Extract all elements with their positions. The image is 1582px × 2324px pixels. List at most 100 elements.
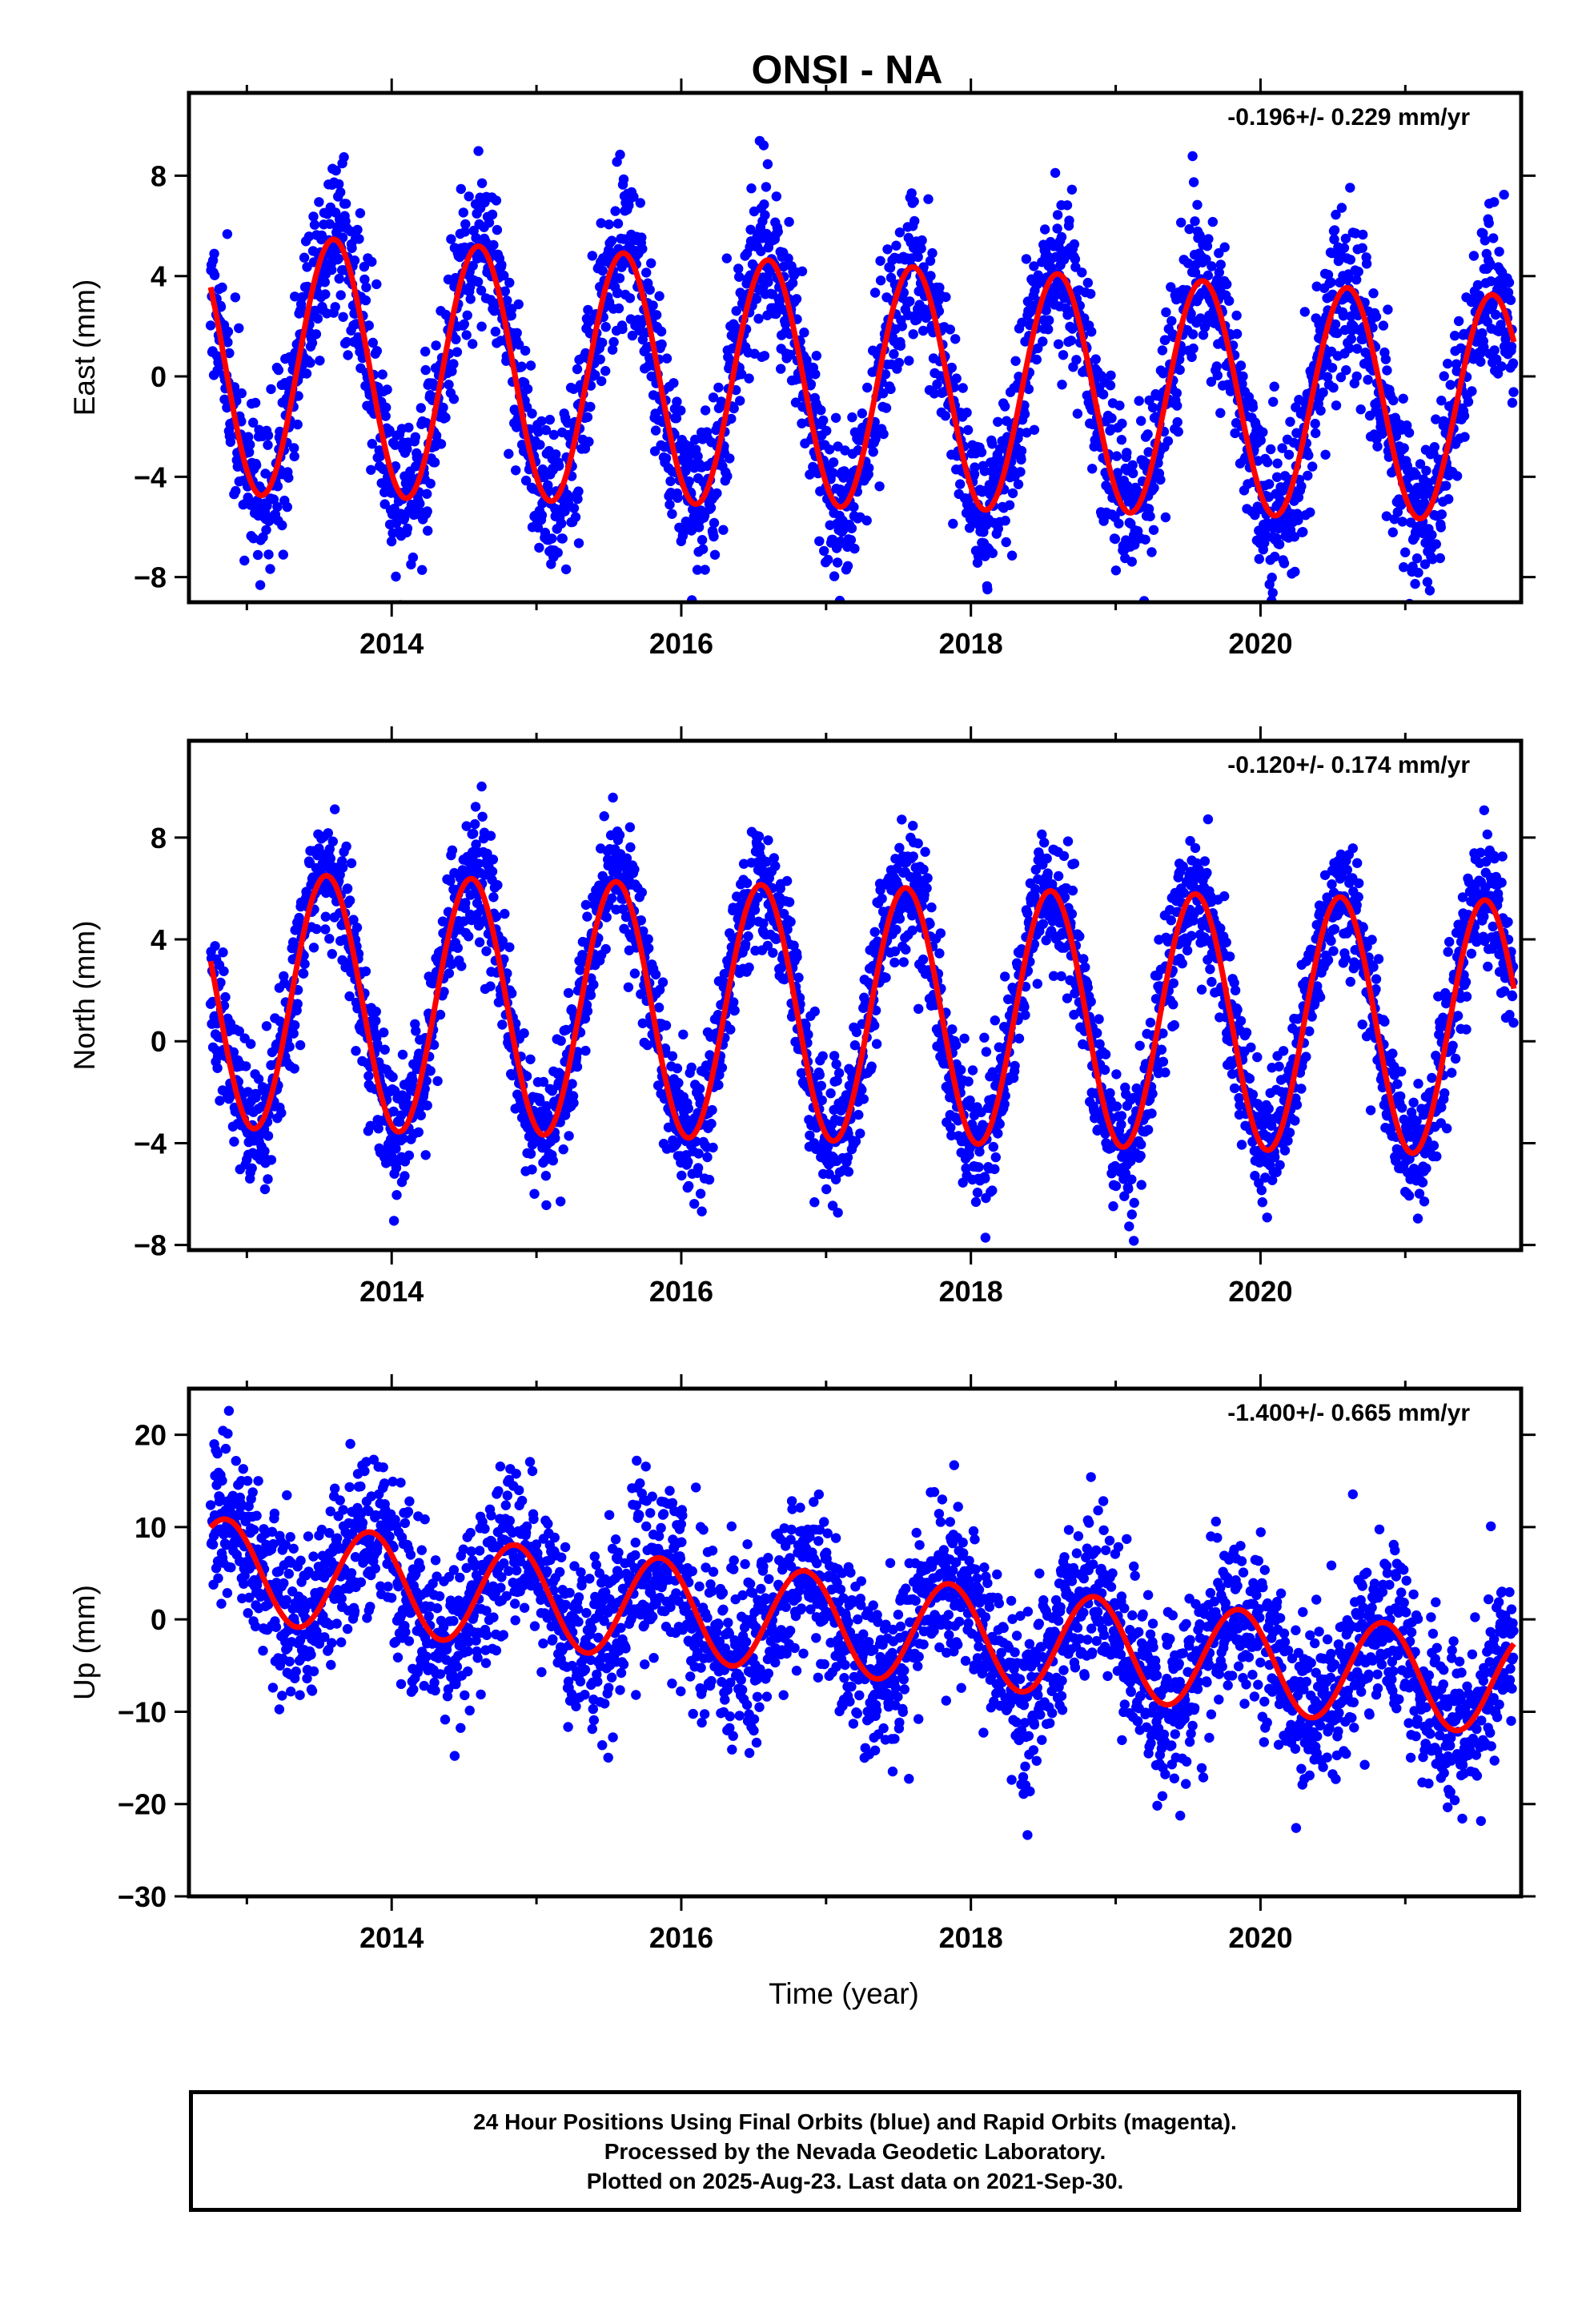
data-point	[476, 285, 487, 296]
data-point	[1336, 203, 1347, 213]
data-point	[247, 1163, 257, 1174]
data-point	[803, 1029, 813, 1040]
data-point	[563, 987, 574, 999]
data-point	[1452, 471, 1463, 481]
x-tick-label: 2018	[939, 627, 1003, 660]
data-point	[1203, 234, 1214, 244]
data-point	[1285, 416, 1295, 427]
data-point	[745, 224, 756, 235]
data-point	[305, 357, 315, 368]
data-point	[1361, 259, 1372, 269]
data-point	[597, 337, 608, 348]
data-point	[416, 403, 426, 413]
data-point	[617, 904, 628, 915]
data-point	[1496, 361, 1507, 372]
data-point	[272, 481, 283, 492]
data-point	[352, 1003, 363, 1014]
data-point	[1305, 507, 1315, 517]
data-point	[713, 382, 724, 393]
data-point	[1318, 387, 1328, 398]
data-point	[1070, 254, 1081, 264]
data-point	[301, 368, 312, 379]
data-point	[548, 1156, 558, 1166]
data-point	[869, 927, 880, 938]
data-point	[1411, 553, 1423, 564]
data-point	[266, 384, 276, 395]
data-point	[1043, 324, 1054, 335]
data-point	[580, 1045, 591, 1056]
data-point	[1298, 527, 1308, 537]
data-point	[667, 1051, 678, 1062]
data-point	[335, 290, 346, 300]
y-axis-label: East (mm)	[68, 279, 101, 416]
data-point	[432, 1076, 443, 1087]
data-point	[471, 839, 481, 850]
data-point	[792, 951, 802, 963]
data-point	[1114, 400, 1125, 411]
data-point	[842, 561, 853, 571]
data-point	[459, 319, 469, 329]
data-point	[250, 397, 261, 408]
data-point	[1449, 331, 1460, 341]
data-point	[460, 898, 471, 908]
data-point	[705, 1050, 715, 1060]
data-point	[1268, 396, 1279, 407]
data-point	[1116, 435, 1127, 445]
data-point	[367, 256, 377, 267]
data-point	[491, 195, 502, 206]
data-point	[1435, 522, 1447, 533]
data-point	[480, 870, 490, 880]
data-point	[1289, 532, 1300, 542]
data-point	[556, 518, 567, 529]
data-point	[1058, 350, 1069, 360]
data-point	[617, 324, 628, 335]
data-point	[1340, 233, 1351, 244]
data-point	[712, 488, 722, 499]
data-point	[284, 1041, 295, 1052]
plot-frame	[187, 90, 1524, 605]
data-point	[1254, 553, 1265, 565]
data-point	[725, 453, 735, 464]
data-point	[881, 972, 891, 983]
data-point	[596, 218, 606, 228]
data-point	[1222, 279, 1232, 290]
data-point	[439, 987, 449, 997]
data-point	[1056, 231, 1067, 243]
data-point	[809, 1006, 820, 1017]
data-point	[334, 179, 344, 190]
data-point	[729, 1005, 740, 1015]
data-point	[746, 183, 757, 194]
data-point	[1264, 479, 1275, 489]
data-point	[897, 814, 907, 825]
data-point	[348, 915, 359, 925]
data-point	[849, 543, 860, 554]
data-point	[487, 866, 498, 877]
data-point	[1190, 216, 1200, 227]
data-point	[718, 525, 729, 535]
data-point	[315, 356, 325, 366]
data-point	[871, 1039, 882, 1049]
y-tick-label: 8	[151, 159, 167, 192]
data-point	[289, 1063, 299, 1074]
data-point	[782, 924, 793, 935]
data-point	[979, 466, 990, 476]
data-point	[1017, 317, 1027, 328]
data-point	[504, 448, 514, 459]
data-point	[763, 277, 773, 287]
data-point	[869, 287, 881, 298]
data-point	[1149, 483, 1159, 493]
data-point	[234, 323, 244, 333]
data-point	[1492, 354, 1502, 364]
data-point	[1224, 296, 1235, 306]
data-point	[390, 440, 400, 450]
data-point	[663, 1122, 674, 1133]
data-point	[363, 320, 374, 331]
data-point	[1380, 354, 1391, 364]
data-point	[993, 416, 1003, 427]
data-point	[761, 182, 772, 192]
data-point	[1399, 562, 1409, 573]
data-point	[1269, 381, 1279, 392]
data-point	[627, 330, 638, 341]
data-point	[551, 449, 561, 460]
data-point	[667, 509, 677, 519]
